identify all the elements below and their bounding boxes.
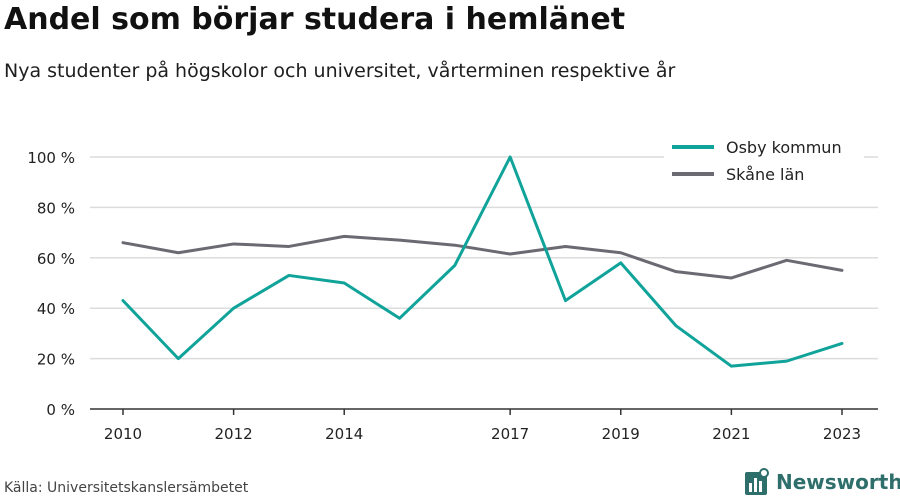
- newsworthy-brand[interactable]: Newsworthy: [744, 468, 900, 496]
- x-tick-label: 2021: [712, 425, 750, 443]
- y-tick-label: 60 %: [37, 250, 75, 268]
- legend: Osby kommun Skåne län: [664, 132, 864, 190]
- newsworthy-logo-icon: [745, 468, 769, 495]
- legend-label: Skåne län: [726, 165, 804, 184]
- x-tick-label: 2017: [491, 425, 529, 443]
- brand-name: Newsworthy: [776, 470, 900, 494]
- series-lines: [121, 155, 844, 368]
- y-axis-ticks: 0 % 20 % 40 % 60 % 80 % 100 %: [27, 149, 75, 419]
- x-tick-label: 2010: [104, 425, 142, 443]
- source-note: Källa: Universitetskanslersämbetet: [4, 480, 249, 496]
- line-chart: 0 %20 %40 %60 %80 %100 % 2010 2012 2014 201…: [27, 132, 878, 443]
- x-tick-label: 2014: [325, 425, 363, 443]
- y-tick-label: 20 %: [37, 351, 75, 369]
- legend-background: [664, 132, 864, 190]
- x-tick-label: 2012: [215, 425, 253, 443]
- x-tick-label: 2019: [602, 425, 640, 443]
- y-tick-label: 80 %: [37, 199, 75, 217]
- x-tick-label: 2023: [823, 425, 861, 443]
- x-axis-ticks: 2010 2012 2014 2017 2019 2021 2023: [90, 408, 878, 443]
- y-tick-label: 100 %: [27, 149, 75, 167]
- y-tick-label: 0 %: [46, 401, 75, 419]
- grid-lines: [90, 156, 878, 360]
- chart-title: Andel som börjar studera i hemlänet: [4, 2, 626, 37]
- series-line-skane-lan: [121, 234, 844, 280]
- chart-subtitle: Nya studenter på högskolor och universit…: [4, 60, 676, 82]
- y-tick-label: 40 %: [37, 300, 75, 318]
- series-line-osby-kommun: [121, 155, 844, 368]
- legend-label: Osby kommun: [726, 138, 842, 157]
